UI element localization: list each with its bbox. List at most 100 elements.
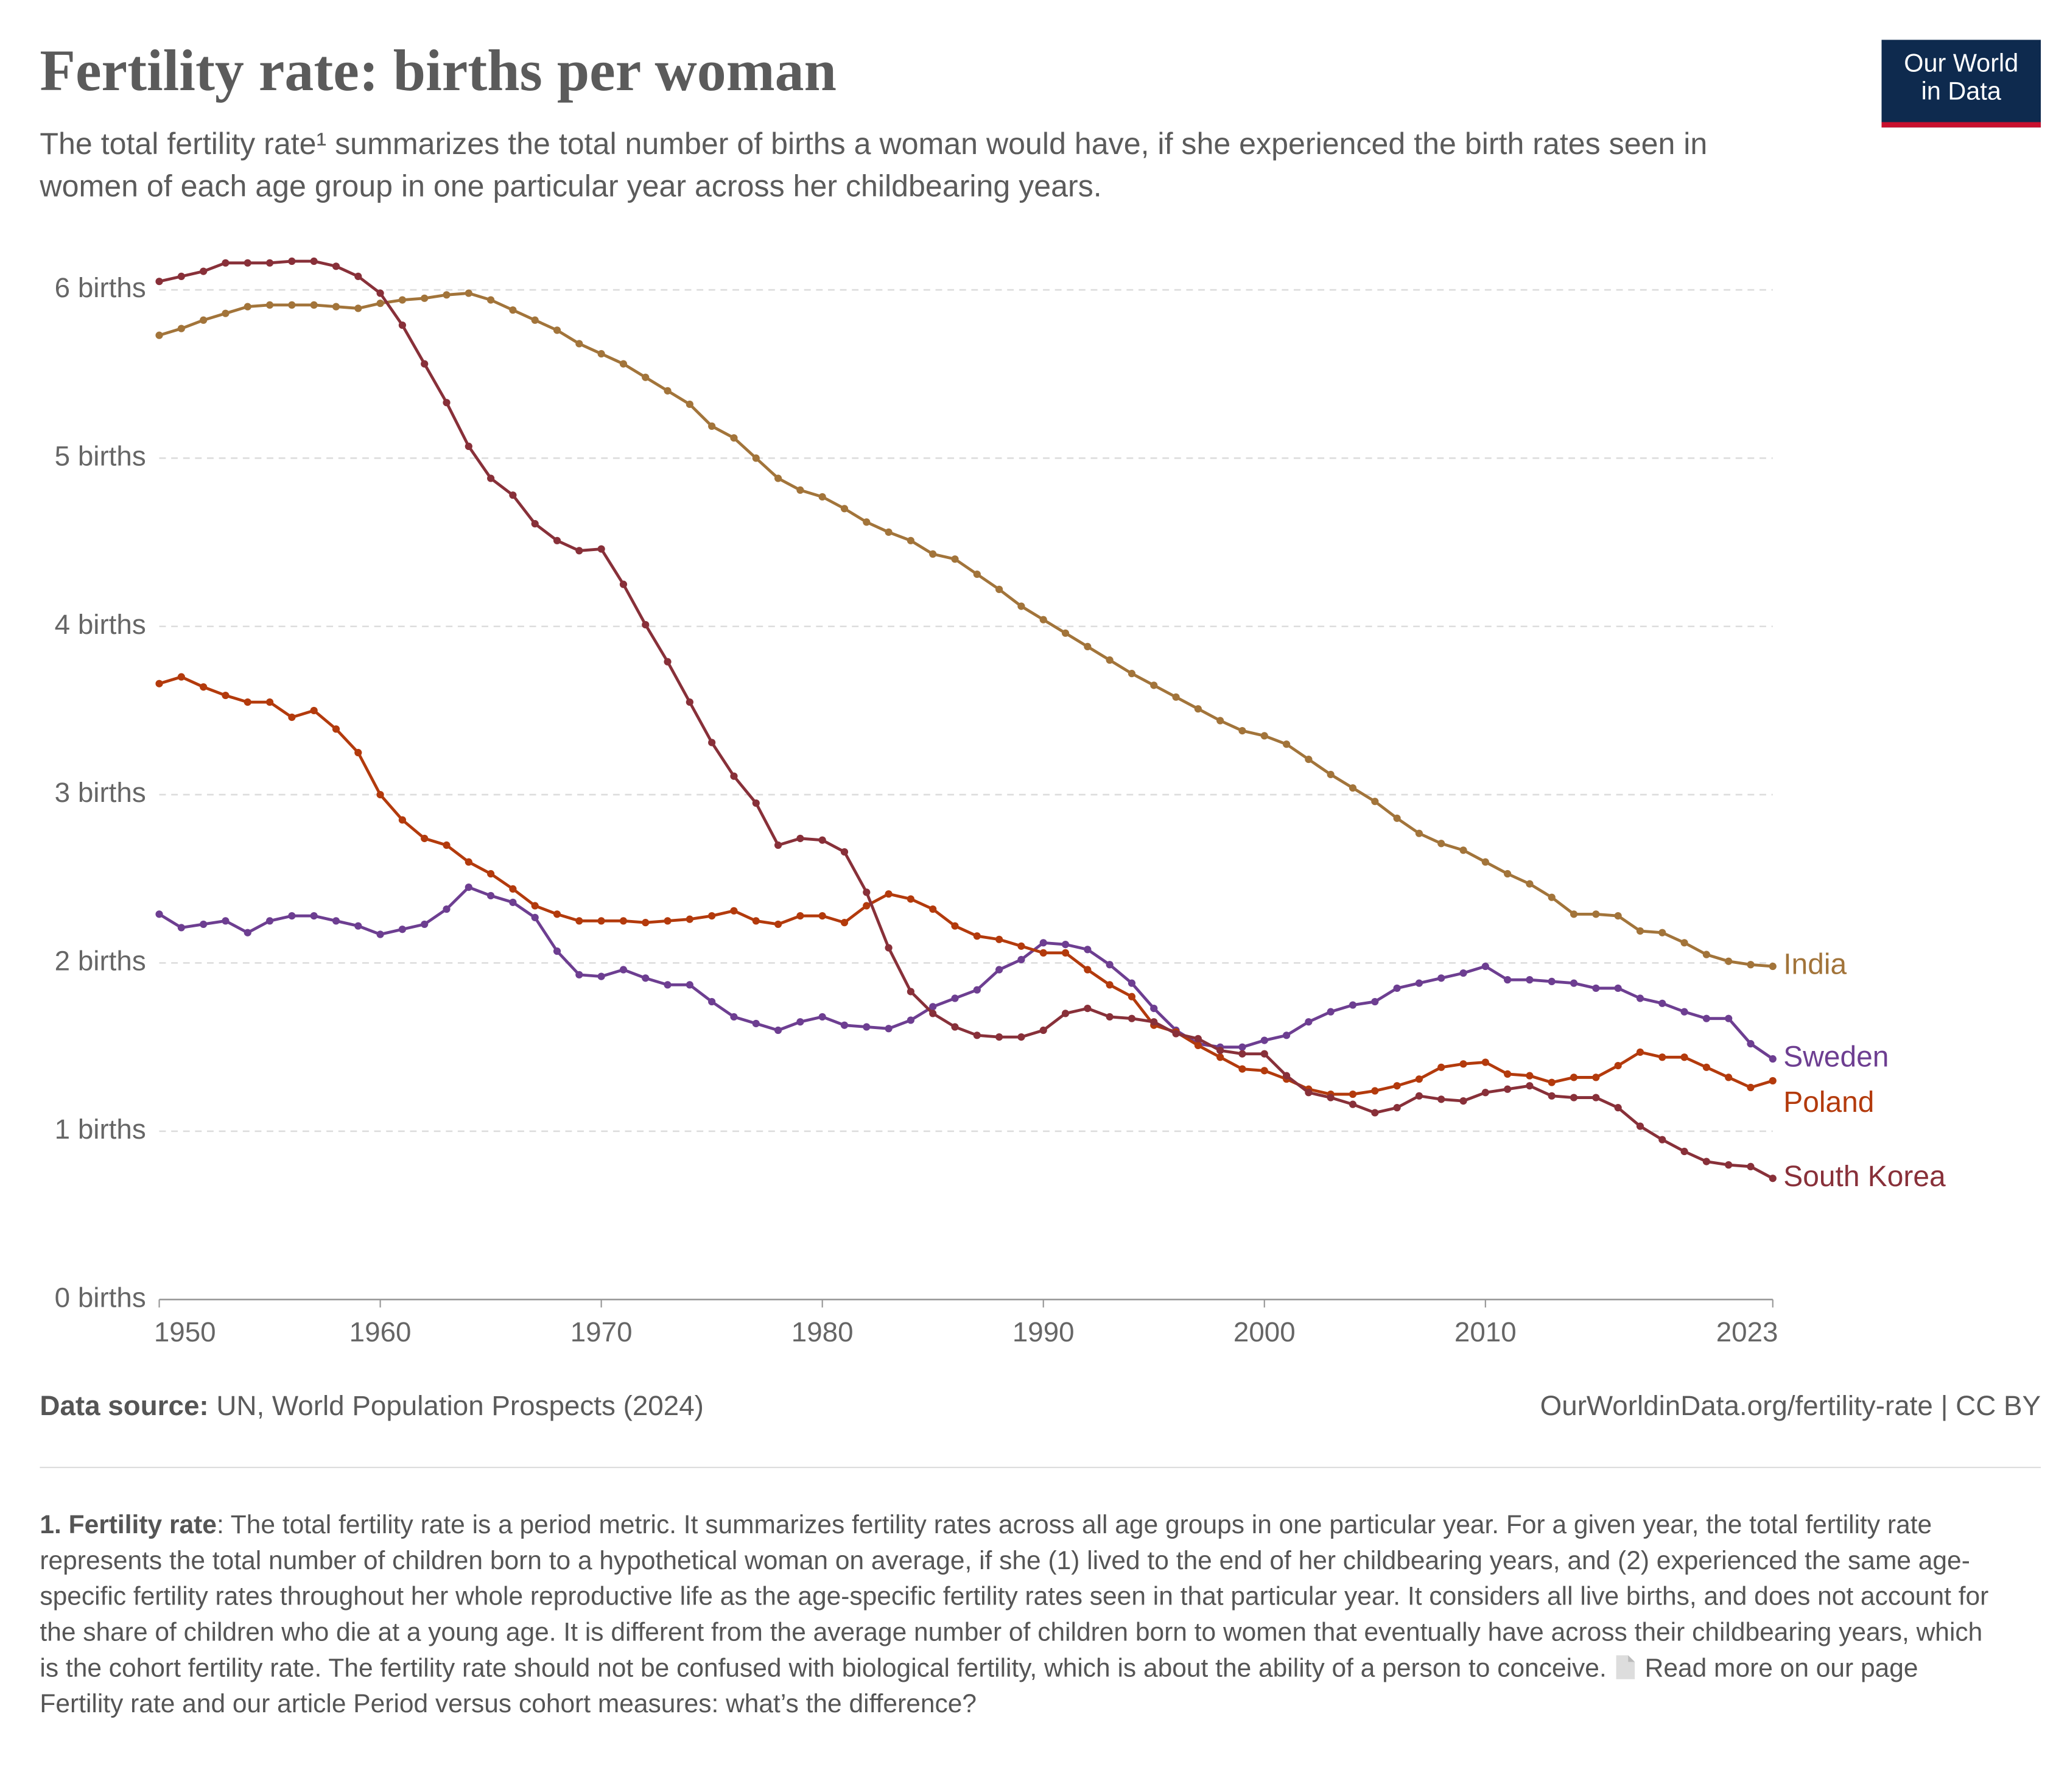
data-point <box>288 257 296 265</box>
data-point <box>1725 1073 1733 1081</box>
data-point <box>1084 946 1092 954</box>
data-point <box>1548 977 1556 985</box>
data-point <box>1504 1085 1512 1093</box>
data-point <box>1725 1161 1733 1169</box>
data-point <box>1769 962 1777 971</box>
data-point <box>1017 1033 1025 1041</box>
data-point <box>1393 1104 1401 1112</box>
data-point <box>155 331 163 339</box>
data-point <box>244 303 251 311</box>
x-tick-label: 1990 <box>1012 1316 1075 1348</box>
data-point <box>1106 656 1114 664</box>
data-point <box>1238 726 1246 735</box>
data-point <box>1636 994 1644 1002</box>
data-point <box>1371 997 1379 1006</box>
data-point <box>531 520 539 528</box>
data-point <box>1238 1043 1246 1051</box>
data-point <box>1128 1014 1136 1022</box>
data-point <box>619 966 628 974</box>
data-point <box>553 536 561 544</box>
data-point <box>1393 1082 1401 1090</box>
data-point <box>929 1010 937 1017</box>
data-point <box>376 930 384 938</box>
footnote-link[interactable]: Read more on our page Fertility rate and… <box>40 1654 1918 1720</box>
data-point <box>1702 1158 1710 1165</box>
data-point <box>1039 939 1047 947</box>
data-point <box>863 902 871 910</box>
data-point <box>664 981 672 989</box>
data-point <box>421 294 429 302</box>
data-point <box>1725 1014 1733 1022</box>
data-point <box>288 912 296 920</box>
data-point <box>1194 1041 1202 1050</box>
y-tick-label: 2 births <box>55 946 146 977</box>
data-point <box>398 321 406 329</box>
data-point <box>376 289 384 297</box>
data-point <box>1150 1018 1158 1026</box>
data-point <box>1084 966 1092 974</box>
data-point <box>730 434 738 442</box>
data-point <box>332 262 340 270</box>
data-point <box>354 304 362 312</box>
data-point <box>1658 1053 1666 1061</box>
data-point <box>907 1016 915 1024</box>
data-point <box>1150 681 1158 689</box>
data-point <box>1216 717 1224 725</box>
source: Data source: UN, World Population Prospe… <box>40 1391 704 1423</box>
data-point <box>1769 1175 1777 1182</box>
data-point <box>155 680 163 687</box>
data-point <box>642 974 650 982</box>
doc-icon <box>1616 1655 1635 1679</box>
data-point <box>840 1021 849 1029</box>
data-point <box>1592 1073 1600 1081</box>
data-point <box>443 399 451 407</box>
data-point <box>642 919 650 927</box>
data-point <box>1592 984 1600 993</box>
url[interactable]: OurWorldinData.org/fertility-rate | CC B… <box>1540 1391 2041 1422</box>
data-point <box>1747 1162 1755 1170</box>
data-point <box>818 912 826 920</box>
data-point <box>421 834 429 843</box>
y-tick-label: 6 births <box>55 272 146 303</box>
y-tick-label: 5 births <box>55 440 146 471</box>
data-point <box>1747 1083 1755 1092</box>
data-point <box>1172 693 1180 701</box>
data-point <box>177 325 185 332</box>
data-point <box>818 1013 826 1021</box>
data-point <box>265 698 274 706</box>
data-point <box>1459 969 1467 977</box>
logo[interactable]: Our World in Data <box>1881 40 2041 128</box>
data-point <box>1526 1072 1534 1080</box>
data-point <box>1305 1089 1313 1097</box>
data-point <box>1592 1094 1600 1102</box>
data-point <box>774 474 782 482</box>
x-tick-label: 1950 <box>154 1316 216 1348</box>
data-point <box>1570 1073 1578 1081</box>
data-point <box>1459 846 1467 854</box>
data-point <box>1172 1030 1180 1038</box>
data-point <box>597 545 605 553</box>
data-point <box>708 912 716 920</box>
data-point <box>1194 1035 1202 1042</box>
data-point <box>1216 1053 1224 1061</box>
data-point <box>332 725 340 733</box>
data-point <box>907 536 915 544</box>
data-point <box>332 917 340 925</box>
data-point <box>597 350 605 358</box>
data-point <box>443 841 451 849</box>
data-point <box>1680 939 1688 947</box>
data-point <box>398 926 406 933</box>
data-point <box>1238 1050 1246 1058</box>
data-point <box>200 267 208 275</box>
footnote-term: 1. Fertility rate <box>40 1510 217 1540</box>
data-point <box>885 944 893 952</box>
data-point <box>708 739 716 747</box>
data-point <box>929 1003 937 1011</box>
data-point <box>1128 979 1136 987</box>
data-point <box>730 1013 738 1021</box>
data-point <box>642 373 650 381</box>
data-point <box>1725 957 1733 965</box>
x-tick-label: 2010 <box>1454 1316 1517 1348</box>
data-point <box>708 997 716 1006</box>
data-point <box>1658 999 1666 1007</box>
